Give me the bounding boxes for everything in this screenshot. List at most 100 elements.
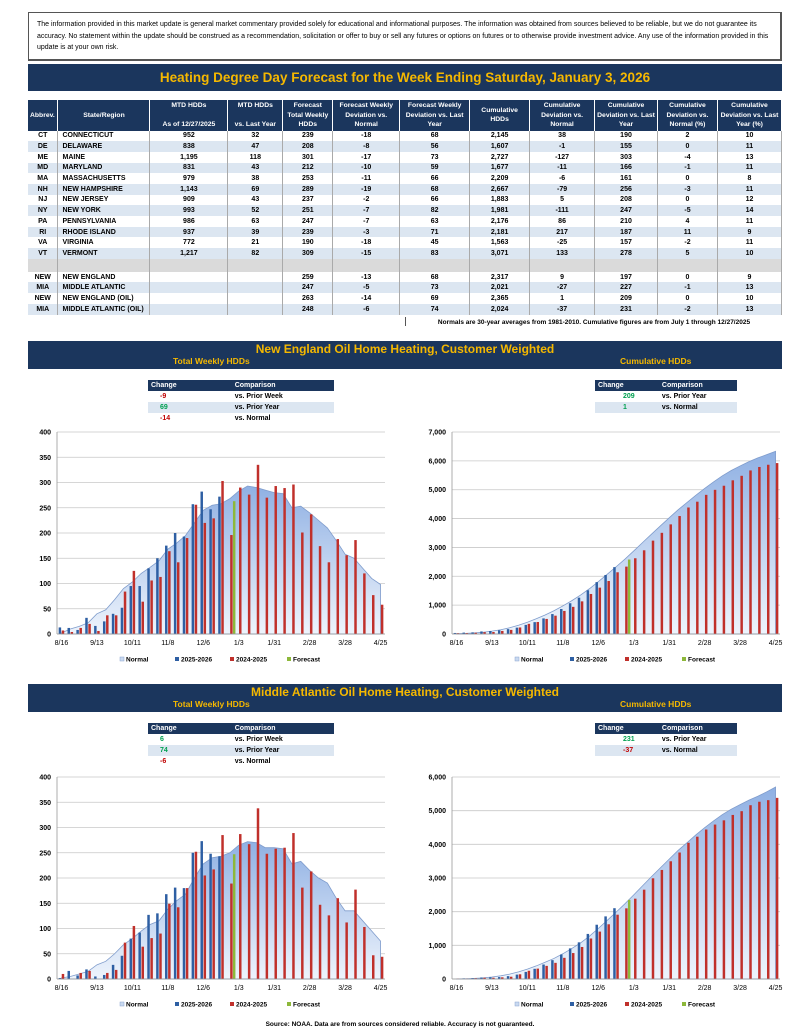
column-header: Forecast Weekly Deviation vs. Last Year bbox=[399, 100, 471, 131]
value-cell: 838 bbox=[149, 141, 229, 152]
abbrev-cell: VT bbox=[28, 248, 59, 259]
box-header: Change bbox=[148, 380, 232, 391]
state-cell: NEW ENGLAND bbox=[57, 271, 151, 283]
change-row: -9 vs. Prior Week bbox=[148, 391, 334, 402]
value-cell: 259 bbox=[282, 271, 334, 283]
value-cell: -25 bbox=[529, 237, 596, 249]
bar-2024-2025 bbox=[651, 540, 655, 634]
value-cell: 208 bbox=[282, 141, 334, 152]
abbrev-cell: PA bbox=[28, 216, 59, 227]
value-cell: 0 bbox=[657, 194, 718, 206]
y-tick-label: 6,000 bbox=[428, 775, 446, 782]
comparison-label: vs. Normal bbox=[234, 415, 271, 422]
x-tick-label: 1/3 bbox=[234, 640, 244, 647]
bar-2024-2025 bbox=[731, 480, 735, 634]
bar-2024-2025 bbox=[132, 570, 136, 634]
x-tick-label: 11/8 bbox=[556, 985, 569, 992]
value-cell: 9 bbox=[529, 271, 596, 283]
y-tick-label: 50 bbox=[43, 951, 51, 958]
value-cell: 3,071 bbox=[469, 248, 531, 259]
value-cell: 38 bbox=[227, 173, 284, 184]
change-value: -6 bbox=[160, 758, 167, 765]
table-row: PA PENNSYLVANIA 986 63 247 -7 63 2,176 86 210 4 11 bbox=[28, 216, 783, 227]
x-tick-label: 10/11 bbox=[124, 640, 141, 647]
bar-2024-2025 bbox=[203, 522, 207, 634]
bar-2024-2025 bbox=[731, 814, 735, 979]
bar-2024-2025 bbox=[527, 623, 531, 634]
weekly-change-box: Change Comparison -9 vs. Prior Week 69 vs. Pr… bbox=[148, 380, 334, 424]
bar-2024-2025 bbox=[775, 463, 779, 634]
normal-area bbox=[61, 485, 381, 635]
bar-2024-2025 bbox=[634, 898, 637, 979]
cumulative-change-box: Change Comparison 231 vs. Prior Year -37 vs. … bbox=[595, 723, 737, 756]
value-cell: 1,563 bbox=[469, 237, 531, 249]
bar-2024-2025 bbox=[354, 889, 357, 979]
value-cell: 43 bbox=[227, 162, 284, 174]
bar-2024-2025 bbox=[309, 871, 313, 979]
value-cell: 197 bbox=[594, 271, 658, 283]
normal-area bbox=[456, 450, 776, 635]
bar-2025-2026 bbox=[577, 597, 581, 634]
legend-label: Normal bbox=[521, 657, 544, 664]
column-header: Cumulative Deviation vs. Last Year bbox=[594, 100, 658, 131]
column-header: State/Region bbox=[57, 100, 151, 131]
y-tick-label: 200 bbox=[39, 876, 51, 883]
bar-2025-2026 bbox=[165, 894, 168, 979]
bar-2025-2026 bbox=[471, 632, 474, 634]
comparison-label: vs. Prior Year bbox=[661, 393, 707, 400]
section-banner-middle-atlantic: Middle Atlantic Oil Home Heating, Custom… bbox=[28, 684, 782, 712]
bar-2024-2025 bbox=[501, 977, 504, 979]
bar-forecast bbox=[627, 559, 631, 634]
value-cell: 831 bbox=[149, 162, 229, 174]
value-cell: 13 bbox=[717, 151, 783, 163]
bar-2025-2026 bbox=[515, 974, 519, 979]
value-cell: -1 bbox=[657, 162, 718, 174]
value-cell: 301 bbox=[282, 151, 334, 163]
bar-2024-2025 bbox=[607, 581, 610, 634]
value-cell: -6 bbox=[529, 173, 596, 184]
bar-2024-2025 bbox=[221, 480, 224, 634]
state-cell: MARYLAND bbox=[57, 162, 151, 174]
y-tick-label: 400 bbox=[39, 775, 51, 782]
change-row: -14 vs. Normal bbox=[148, 413, 334, 424]
bar-2024-2025 bbox=[176, 562, 180, 634]
y-tick-label: 100 bbox=[39, 926, 51, 933]
abbrev-cell: RI bbox=[28, 226, 59, 238]
value-cell: 12 bbox=[717, 194, 783, 206]
box-header: Comparison bbox=[231, 380, 334, 391]
bar-2024-2025 bbox=[372, 595, 375, 634]
bar-2024-2025 bbox=[212, 518, 215, 634]
y-tick-label: 4,000 bbox=[428, 516, 446, 523]
bar-2024-2025 bbox=[740, 475, 743, 634]
value-cell bbox=[149, 293, 229, 304]
value-cell: 157 bbox=[594, 237, 658, 249]
bar-2025-2026 bbox=[595, 582, 598, 634]
y-tick-label: 350 bbox=[39, 455, 51, 462]
value-cell bbox=[227, 271, 284, 283]
bar-2024-2025 bbox=[88, 623, 91, 634]
x-tick-label: 8/16 bbox=[55, 640, 69, 647]
value-cell: 247 bbox=[282, 282, 334, 294]
weekly-subtitle: Total Weekly HDDs bbox=[173, 356, 250, 366]
change-row: -6 vs. Normal bbox=[148, 756, 334, 767]
bar-2024-2025 bbox=[230, 535, 233, 634]
legend-swatch bbox=[119, 656, 125, 662]
y-tick-label: 400 bbox=[39, 430, 51, 437]
legend-label: Normal bbox=[126, 1002, 149, 1009]
value-cell: -13 bbox=[332, 271, 401, 283]
x-tick-label: 11/8 bbox=[161, 985, 174, 992]
value-cell: 155 bbox=[594, 141, 658, 152]
value-cell: 1,981 bbox=[469, 205, 531, 216]
value-cell: 73 bbox=[399, 151, 471, 163]
bar-2024-2025 bbox=[123, 942, 127, 979]
bar-2024-2025 bbox=[696, 836, 699, 979]
y-tick-label: 350 bbox=[39, 800, 51, 807]
bar-2024-2025 bbox=[713, 824, 717, 979]
change-value: -14 bbox=[160, 415, 171, 422]
value-cell: 0 bbox=[657, 293, 718, 304]
normal-area bbox=[61, 841, 381, 980]
comparison-label: vs. Prior Week bbox=[234, 393, 283, 400]
bar-2025-2026 bbox=[551, 614, 554, 634]
y-tick-label: 50 bbox=[43, 606, 51, 613]
comparison-label: vs. Prior Year bbox=[661, 736, 707, 743]
